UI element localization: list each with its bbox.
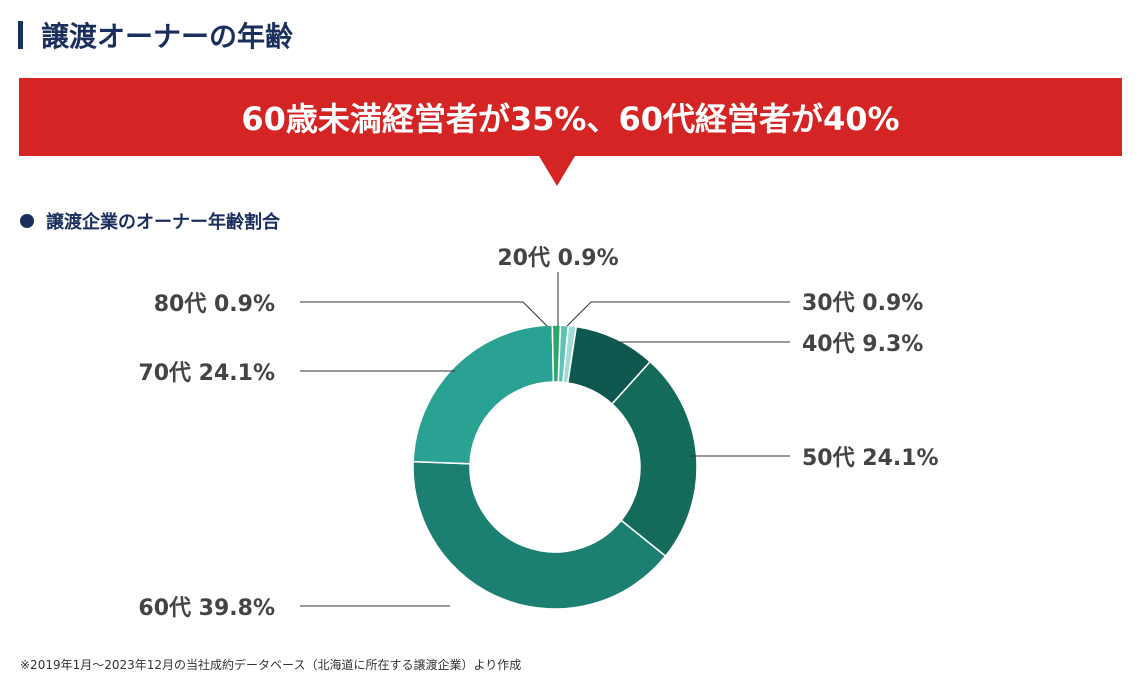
title-bar	[18, 21, 23, 49]
banner-text: 60歳未満経営者が35%、60代経営者が40%	[241, 100, 900, 138]
data-label-1: 30代 0.9%	[802, 291, 923, 316]
data-label-2: 40代 9.3%	[802, 332, 923, 357]
title-text: 譲渡オーナーの年齢	[41, 20, 294, 53]
donut-slice-5	[412, 324, 555, 465]
page-title: 譲渡オーナーの年齢	[18, 18, 294, 53]
leader-line-1	[566, 301, 790, 327]
data-label-5: 70代 24.1%	[138, 361, 275, 386]
data-label-0: 20代 0.9%	[497, 246, 618, 271]
leader-line-6	[300, 301, 548, 327]
donut-slice-3	[610, 360, 698, 558]
donut-slice-4	[412, 460, 667, 610]
banner-pointer	[539, 156, 575, 186]
bullet-icon	[20, 214, 34, 228]
chart-subtitle: 譲渡企業のオーナー年齢割合	[20, 208, 280, 234]
headline-banner: 60歳未満経営者が35%、60代経営者が40%	[19, 78, 1122, 156]
data-label-4: 60代 39.8%	[138, 596, 275, 621]
subtitle-text: 譲渡企業のオーナー年齢割合	[46, 212, 280, 233]
footnote: ※2019年1月～2023年12月の当社成約データベース（北海道に所在する譲渡企…	[20, 658, 522, 672]
data-label-3: 50代 24.1%	[802, 446, 939, 471]
donut-slice-6	[551, 324, 562, 383]
data-label-6: 80代 0.9%	[154, 292, 275, 317]
